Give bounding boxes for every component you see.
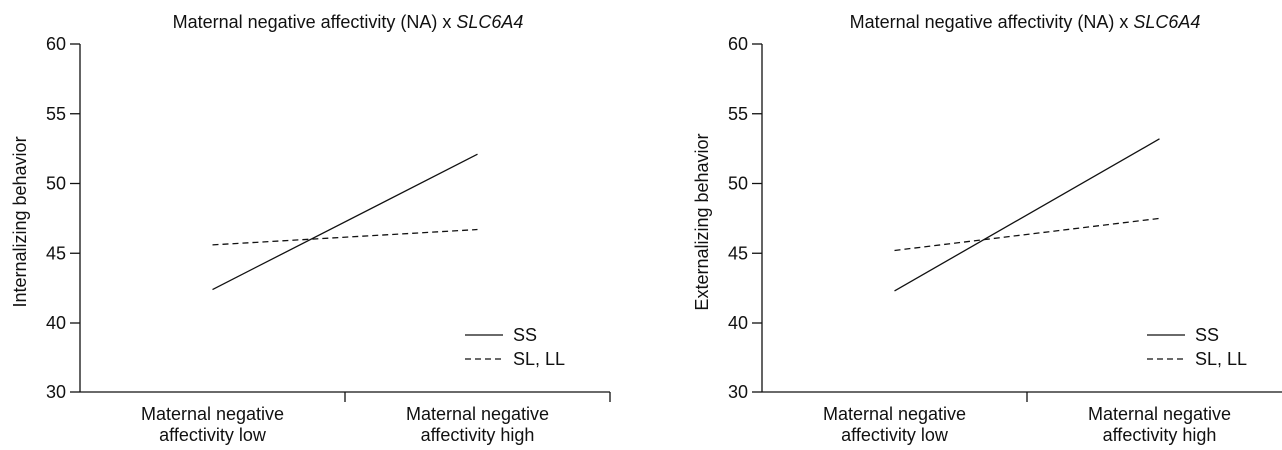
series-line-sl-ll	[212, 228, 478, 246]
chart-title-prefix: Maternal negative affectivity (NA) x	[173, 12, 457, 32]
series-line-ss	[894, 138, 1160, 292]
x-category-label-line: affectivity high	[1103, 425, 1217, 445]
y-tick-label: 30	[728, 382, 748, 402]
x-category-label-line: affectivity high	[421, 425, 535, 445]
chart-panel-2: Maternal negative affectivity (NA) x SLC…	[692, 12, 1282, 445]
y-tick-label: 60	[46, 34, 66, 54]
chart-title-gene: SLC6A4	[1133, 12, 1200, 32]
y-axis-title: Internalizing behavior	[10, 136, 30, 307]
y-tick-label: 40	[728, 313, 748, 333]
chart-title-prefix: Maternal negative affectivity (NA) x	[850, 12, 1134, 32]
series-line-ss	[212, 153, 478, 291]
x-category-label-line: Maternal negative	[823, 404, 966, 424]
legend-label: SS	[513, 325, 537, 345]
y-axis-title: Externalizing behavior	[692, 133, 712, 310]
x-category-label-line: Maternal negative	[1088, 404, 1231, 424]
y-tick-label: 40	[46, 313, 66, 333]
x-category-label-line: affectivity low	[159, 425, 267, 445]
y-tick-label: 45	[46, 243, 66, 263]
legend-label: SL, LL	[513, 349, 565, 369]
y-tick-label: 60	[728, 34, 748, 54]
chart-title: Maternal negative affectivity (NA) x SLC…	[850, 12, 1201, 32]
y-tick-label: 55	[728, 104, 748, 124]
x-category-label-line: Maternal negative	[406, 404, 549, 424]
series-line-sl-ll	[894, 217, 1160, 252]
y-tick-label: 50	[728, 174, 748, 194]
x-category-label-line: Maternal negative	[141, 404, 284, 424]
chart-title: Maternal negative affectivity (NA) x SLC…	[173, 12, 524, 32]
y-tick-label: 30	[46, 382, 66, 402]
x-category-label: Maternal negative affectivity high	[1088, 404, 1231, 445]
x-category-label: Maternal negative affectivity low	[823, 404, 966, 445]
x-category-label-line: affectivity low	[841, 425, 949, 445]
legend-label: SL, LL	[1195, 349, 1247, 369]
x-category-label: Maternal negative affectivity high	[406, 404, 549, 445]
x-category-label: Maternal negative affectivity low	[141, 404, 284, 445]
y-tick-label: 50	[46, 174, 66, 194]
y-tick-label: 55	[46, 104, 66, 124]
chart-title-gene: SLC6A4	[456, 12, 523, 32]
legend-label: SS	[1195, 325, 1219, 345]
chart-panel-1: Maternal negative affectivity (NA) x SLC…	[10, 12, 611, 445]
y-tick-label: 45	[728, 243, 748, 263]
